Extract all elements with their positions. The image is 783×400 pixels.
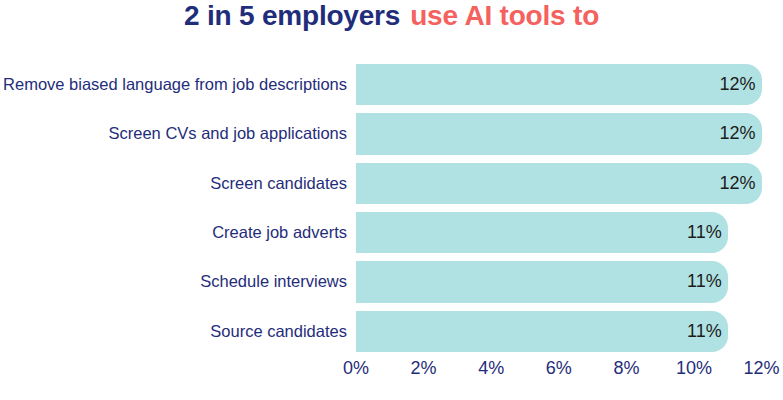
value-label: 11% [687,212,722,253]
value-label: 12% [720,113,756,154]
value-label: 11% [687,261,722,302]
category-label: Remove biased language from job descript… [0,64,347,105]
bar: 11% [356,311,728,352]
category-label: Screen CVs and job applications [0,113,347,154]
bar: 11% [356,212,728,253]
category-label: Schedule interviews [0,261,347,302]
bar: 12% [356,163,762,204]
x-axis-tick-label: 12% [744,358,780,379]
bar: 11% [356,261,728,302]
x-axis-tick-label: 4% [478,358,504,379]
category-label: Source candidates [0,311,347,352]
x-axis-tick-label: 6% [546,358,572,379]
bar-chart: Remove biased language from job descript… [0,0,783,400]
x-axis-tick-label: 2% [411,358,437,379]
bar: 12% [356,64,762,105]
x-axis-tick-label: 10% [676,358,712,379]
x-axis-tick-label: 0% [343,358,369,379]
x-axis-tick-label: 8% [613,358,639,379]
category-label: Screen candidates [0,163,347,204]
value-label: 12% [720,64,756,105]
bar: 12% [356,113,762,154]
category-label: Create job adverts [0,212,347,253]
value-label: 12% [720,163,756,204]
value-label: 11% [687,311,722,352]
